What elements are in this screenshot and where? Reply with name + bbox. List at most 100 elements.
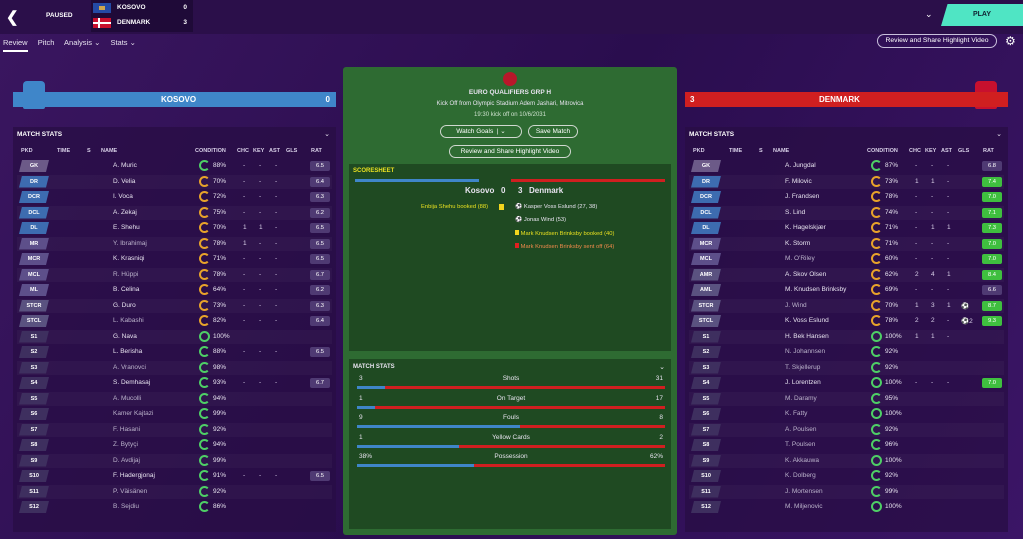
column-header[interactable]: AST xyxy=(269,148,280,154)
highlight-video-button[interactable]: Review and Share Highlight Video xyxy=(877,34,997,48)
column-header[interactable]: AST xyxy=(941,148,952,154)
player-name[interactable]: M. Miljenovic xyxy=(785,503,823,510)
player-row[interactable]: S12 B. Sejdiu 86% xyxy=(17,500,332,514)
player-row[interactable]: S11 J. Mortensen 99% xyxy=(689,485,1004,499)
player-name[interactable]: J. Frandsen xyxy=(785,193,820,200)
player-row[interactable]: DL E. Shehu 70% 1 1 - 6.5 xyxy=(17,221,332,235)
player-row[interactable]: S1 H. Bek Hansen 100% 1 1 - xyxy=(689,330,1004,344)
player-name[interactable]: K. Akkauwa xyxy=(785,456,819,464)
player-name[interactable]: S. Lind xyxy=(785,208,806,216)
column-header[interactable]: TIME xyxy=(57,148,71,154)
chevron-down-icon[interactable]: ⌄ xyxy=(659,364,665,371)
player-row[interactable]: MCL R. Hüppi 78% - - - 6.7 xyxy=(17,268,332,282)
save-match-button[interactable]: Save Match xyxy=(528,125,578,138)
column-header[interactable]: NAME xyxy=(101,148,118,154)
player-row[interactable]: S10 K. Dolberg 92% xyxy=(689,469,1004,483)
player-row[interactable]: DCR J. Frandsen 78% - - - 7.0 xyxy=(689,190,1004,204)
player-name[interactable]: J. Lorentzen xyxy=(785,379,821,386)
column-header[interactable]: PKD xyxy=(21,148,33,154)
player-name[interactable]: S. Demhasaj xyxy=(113,379,151,386)
tab-stats[interactable]: Stats ⌄ xyxy=(110,38,135,50)
player-name[interactable]: M. O'Riley xyxy=(785,255,815,262)
column-header[interactable]: CONDITION xyxy=(867,148,898,154)
column-header[interactable]: S xyxy=(87,148,91,154)
tab-pitch[interactable]: Pitch xyxy=(37,38,55,47)
column-header[interactable]: CHC xyxy=(237,148,249,154)
player-row[interactable]: MCR K. Storm 71% - - - 7.0 xyxy=(689,237,1004,251)
player-row[interactable]: S5 M. Daramy 95% xyxy=(689,392,1004,406)
player-name[interactable]: T. Poulsen xyxy=(785,441,816,448)
player-row[interactable]: STCR J. Wind 70% 1 3 1 ⚽ 8.7 xyxy=(689,299,1004,313)
player-name[interactable]: G. Nava xyxy=(113,332,137,340)
player-name[interactable]: Kamer Kajtazi xyxy=(113,410,154,417)
player-name[interactable]: Z. Bytyçi xyxy=(113,441,138,448)
player-row[interactable]: S2 L. Berisha 88% - - - 6.5 xyxy=(17,345,332,359)
column-header[interactable]: GLS xyxy=(958,148,970,154)
player-name[interactable]: F. Hasani xyxy=(113,425,141,433)
column-header[interactable]: RAT xyxy=(311,148,322,154)
player-name[interactable]: J. Mortensen xyxy=(785,487,823,495)
player-name[interactable]: E. Shehu xyxy=(113,224,140,231)
player-row[interactable]: AMR A. Skov Olsen 62% 2 4 1 8.4 xyxy=(689,268,1004,282)
player-name[interactable]: T. Skjellerup xyxy=(785,363,821,371)
column-header[interactable]: NAME xyxy=(773,148,790,154)
player-row[interactable]: STCR G. Duro 73% - - - 6.3 xyxy=(17,299,332,313)
player-name[interactable]: K. Storm xyxy=(785,239,811,247)
player-name[interactable]: A. Vranovci xyxy=(113,363,146,371)
player-row[interactable]: S2 N. Johannsen 92% xyxy=(689,345,1004,359)
player-row[interactable]: GK A. Jungdal 87% - - - 6.8 xyxy=(689,159,1004,173)
player-name[interactable]: M. Daramy xyxy=(785,394,817,402)
player-name[interactable]: I. Voca xyxy=(113,193,133,200)
player-row[interactable]: STCL L. Kabashi 82% - - - 6.4 xyxy=(17,314,332,328)
player-row[interactable]: STCL K. Voss Eslund 78% 2 2 - ⚽2 9.3 xyxy=(689,314,1004,328)
player-row[interactable]: S11 P. Väisänen 92% xyxy=(17,485,332,499)
player-row[interactable]: S8 T. Poulsen 96% xyxy=(689,438,1004,452)
player-row[interactable]: MR Y. Ibrahimaj 78% 1 - - 6.5 xyxy=(17,237,332,251)
player-row[interactable]: S4 J. Lorentzen 100% - - - 7.0 xyxy=(689,376,1004,390)
player-name[interactable]: A. Muric xyxy=(113,162,137,169)
player-row[interactable]: DCR I. Voca 72% - - - 6.3 xyxy=(17,190,332,204)
player-name[interactable]: F. Hadergjonaj xyxy=(113,472,155,479)
player-name[interactable]: F. Milovic xyxy=(785,177,812,185)
player-name[interactable]: L. Berisha xyxy=(113,348,143,355)
player-row[interactable]: S12 M. Miljenovic 100% xyxy=(689,500,1004,514)
player-row[interactable]: DL K. Hagelskjær 71% - 1 1 7.3 xyxy=(689,221,1004,235)
player-row[interactable]: S8 Z. Bytyçi 94% xyxy=(17,438,332,452)
player-row[interactable]: S7 F. Hasani 92% xyxy=(17,423,332,437)
player-name[interactable]: N. Johannsen xyxy=(785,348,826,355)
player-name[interactable]: A. Zekaj xyxy=(113,208,137,216)
chevron-down-icon[interactable]: ⌄ xyxy=(925,9,933,19)
player-row[interactable]: DCL S. Lind 74% - - - 7.1 xyxy=(689,206,1004,220)
player-row[interactable]: DCL A. Zekaj 75% - - - 6.2 xyxy=(17,206,332,220)
player-name[interactable]: A. Poulsen xyxy=(785,425,817,433)
player-row[interactable]: S7 A. Poulsen 92% xyxy=(689,423,1004,437)
column-header[interactable]: KEY xyxy=(253,148,265,154)
player-name[interactable]: D. Velia xyxy=(113,177,136,185)
player-name[interactable]: A. Skov Olsen xyxy=(785,270,827,278)
column-header[interactable]: GLS xyxy=(286,148,298,154)
tab-review[interactable]: Review xyxy=(3,38,28,52)
player-row[interactable]: S5 A. Mucolli 94% xyxy=(17,392,332,406)
play-button[interactable]: PLAY xyxy=(941,4,1023,26)
column-header[interactable]: PKD xyxy=(693,148,705,154)
player-name[interactable]: K. Voss Eslund xyxy=(785,317,829,324)
chevron-down-icon[interactable]: ⌄ xyxy=(324,131,330,138)
player-name[interactable]: M. Knudsen Brinksby xyxy=(785,286,847,293)
column-header[interactable]: CONDITION xyxy=(195,148,226,154)
player-row[interactable]: S4 S. Demhasaj 93% - - - 6.7 xyxy=(17,376,332,390)
player-row[interactable]: DR F. Milovic 73% 1 1 - 7.4 xyxy=(689,175,1004,189)
gear-icon[interactable]: ⚙ xyxy=(1005,34,1016,48)
player-row[interactable]: ML B. Celina 64% - - - 6.2 xyxy=(17,283,332,297)
player-row[interactable]: S10 F. Hadergjonaj 91% - - - 6.5 xyxy=(17,469,332,483)
player-name[interactable]: K. Hagelskjær xyxy=(785,224,826,231)
player-row[interactable]: S6 K. Fatty 100% xyxy=(689,407,1004,421)
player-name[interactable]: A. Jungdal xyxy=(785,162,816,169)
player-name[interactable]: A. Mucolli xyxy=(113,394,142,402)
player-name[interactable]: H. Bek Hansen xyxy=(785,332,829,340)
column-header[interactable]: KEY xyxy=(925,148,937,154)
column-header[interactable]: TIME xyxy=(729,148,743,154)
player-name[interactable]: R. Hüppi xyxy=(113,270,139,278)
chevron-down-icon[interactable]: ⌄ xyxy=(996,131,1002,138)
player-row[interactable]: S1 G. Nava 100% xyxy=(17,330,332,344)
back-chevron-icon[interactable]: ❮ xyxy=(6,9,19,26)
